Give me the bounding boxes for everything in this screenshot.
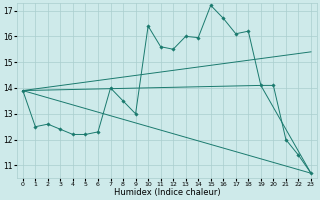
X-axis label: Humidex (Indice chaleur): Humidex (Indice chaleur) bbox=[114, 188, 220, 197]
